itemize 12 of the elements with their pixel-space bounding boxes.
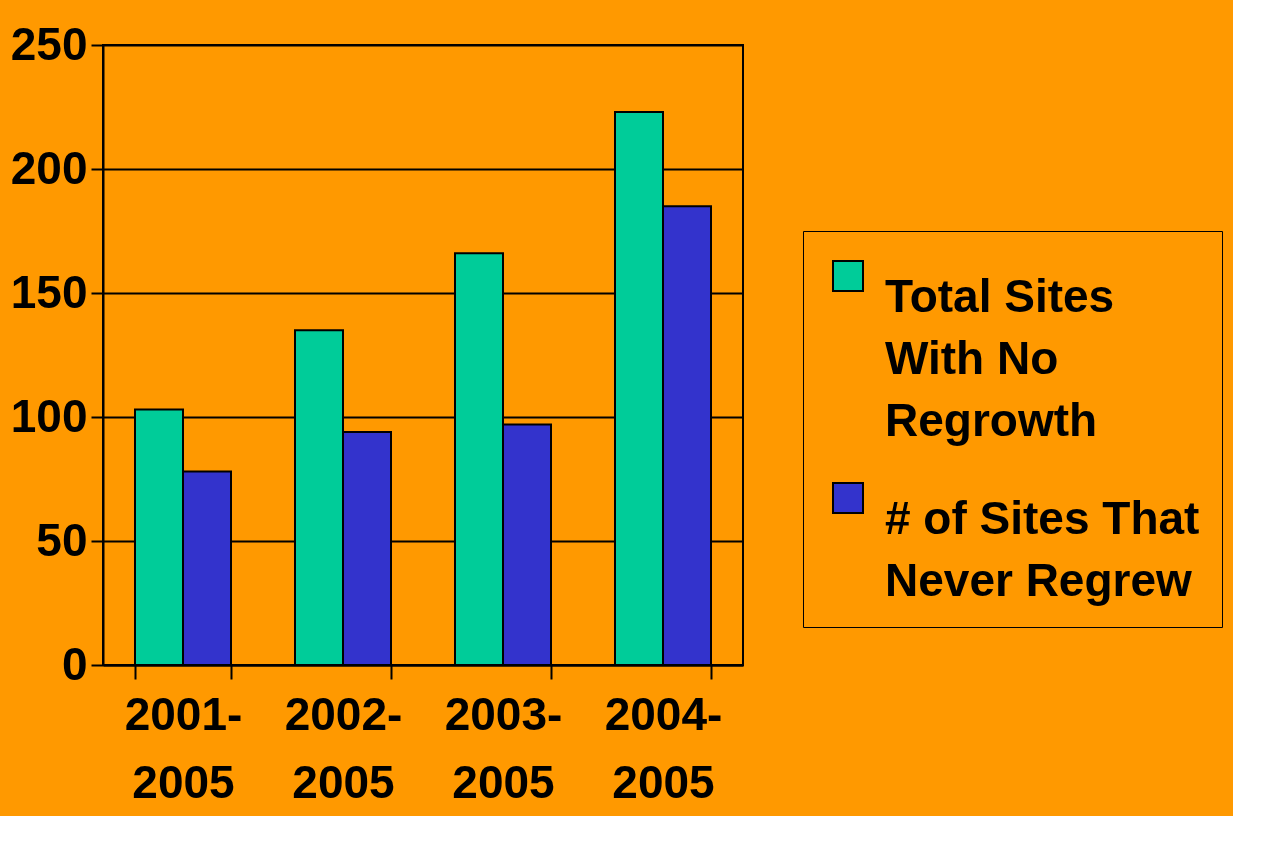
legend-label: # of Sites That Never Regrew xyxy=(885,492,1200,606)
y-tick-label: 100 xyxy=(10,389,88,442)
x-tick-label: 2004-2005 xyxy=(604,687,723,808)
y-tick-label: 200 xyxy=(10,141,88,194)
x-tick-label: 2001-2005 xyxy=(124,687,243,808)
y-tick-label: 50 xyxy=(36,513,88,566)
y-tick-label: 0 xyxy=(61,637,88,690)
legend-label: Total Sites With No Regrowth xyxy=(885,270,1115,446)
x-tick-label: 2002-2005 xyxy=(284,687,403,808)
y-tick-label: 250 xyxy=(10,17,88,70)
y-tick-label: 150 xyxy=(10,265,88,318)
x-tick-label: 2003-2005 xyxy=(444,687,563,808)
